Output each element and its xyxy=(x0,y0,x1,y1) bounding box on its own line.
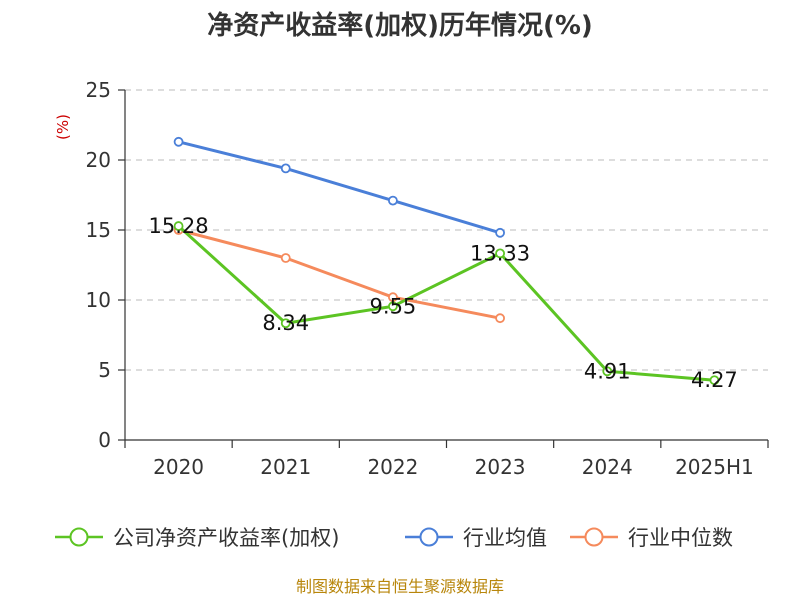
gridlines xyxy=(125,89,768,371)
x-axis: 2020 2021 2022 2023 2024 2025H1 xyxy=(124,439,769,479)
source-note: 制图数据来自恒生聚源数据库 xyxy=(296,577,504,596)
data-point xyxy=(280,163,291,174)
y-tick-label: 10 xyxy=(86,288,111,312)
chart-title: 净资产收益率(加权)历年情况(%) xyxy=(207,10,593,41)
data-point xyxy=(709,375,720,386)
data-point xyxy=(388,195,398,206)
legend-label: 行业中位数 xyxy=(628,526,733,550)
y-tick-label: 25 xyxy=(86,78,111,102)
legend-item-2[interactable]: 行业中位数 xyxy=(570,526,733,550)
x-tick-label: 2025H1 xyxy=(675,455,754,479)
legend-item-0[interactable]: 公司净资产收益率(加权) xyxy=(55,526,339,550)
legend-marker xyxy=(584,527,604,547)
data-point xyxy=(388,301,398,312)
data-point xyxy=(388,292,398,303)
data-label: 4.27 xyxy=(691,368,738,392)
y-axis-unit: (%) xyxy=(54,114,72,140)
legend-marker xyxy=(69,527,89,547)
data-label: 13.33 xyxy=(470,241,530,265)
y-axis: 0 5 10 15 20 25 xyxy=(86,78,126,452)
x-tick-label: 2024 xyxy=(582,455,633,479)
data-point xyxy=(173,136,184,147)
y-tick-label: 20 xyxy=(86,148,111,172)
data-point xyxy=(280,318,291,329)
series-line-1 xyxy=(178,140,501,235)
x-tick-label: 2023 xyxy=(475,455,526,479)
x-tick-label: 2021 xyxy=(260,455,311,479)
series-line-0 xyxy=(177,224,715,382)
x-tick-label: 2022 xyxy=(367,455,418,479)
legend-label: 公司净资产收益率(加权) xyxy=(113,526,339,550)
data-point xyxy=(495,248,505,259)
legend-item-1[interactable]: 行业均值 xyxy=(405,526,547,550)
data-label: 4.91 xyxy=(584,359,631,383)
y-tick-label: 15 xyxy=(86,218,111,242)
data-point xyxy=(173,221,184,231)
data-label: 15.28 xyxy=(149,214,209,238)
legend-marker xyxy=(419,527,439,547)
x-tick-label: 2020 xyxy=(153,455,204,479)
data-labels: 15.28 8.34 9.55 13.33 4.91 4.27 xyxy=(149,214,738,392)
data-label: 8.34 xyxy=(262,311,309,335)
data-label: 9.55 xyxy=(370,294,417,318)
y-tick-label: 5 xyxy=(98,358,111,382)
legend[interactable]: 公司净资产收益率(加权) 行业均值 行业中位数 xyxy=(55,526,733,550)
data-point xyxy=(495,227,505,238)
data-point xyxy=(495,313,505,324)
series-line-2 xyxy=(178,228,501,320)
data-point xyxy=(602,366,613,377)
y-tick-label: 0 xyxy=(98,428,111,452)
data-point xyxy=(280,253,291,263)
series-lines xyxy=(173,136,720,386)
legend-label: 行业均值 xyxy=(463,526,547,550)
